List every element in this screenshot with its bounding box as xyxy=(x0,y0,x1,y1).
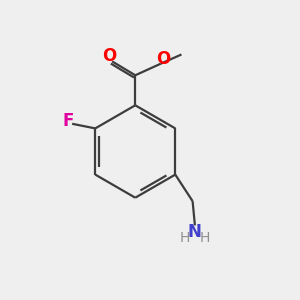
Text: F: F xyxy=(62,112,74,130)
Text: H: H xyxy=(179,231,190,245)
Text: O: O xyxy=(102,47,116,65)
Text: H: H xyxy=(200,231,211,245)
Text: O: O xyxy=(156,50,171,68)
Text: N: N xyxy=(188,223,202,241)
